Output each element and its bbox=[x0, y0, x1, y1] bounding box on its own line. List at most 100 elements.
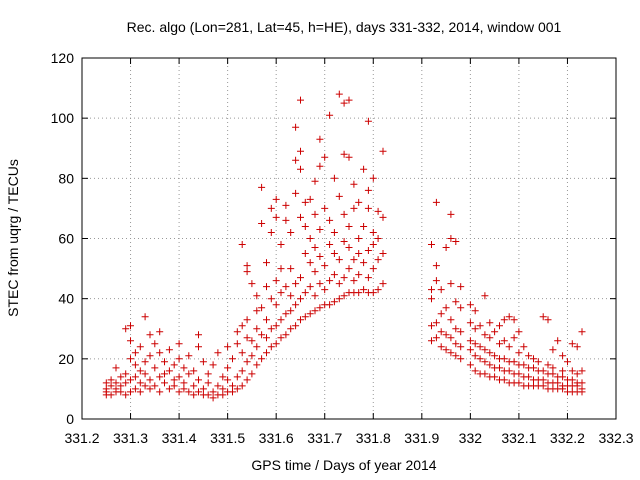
data-point bbox=[277, 241, 285, 248]
data-point bbox=[253, 292, 261, 300]
data-point bbox=[292, 280, 300, 288]
data-point bbox=[151, 340, 159, 348]
data-point bbox=[161, 379, 168, 387]
x-tick-label: 331.3 bbox=[113, 430, 148, 446]
data-point bbox=[520, 343, 528, 351]
y-tick-label: 20 bbox=[58, 351, 74, 367]
data-point bbox=[515, 370, 523, 378]
data-point bbox=[549, 346, 557, 354]
data-point bbox=[369, 174, 377, 182]
grid bbox=[82, 58, 616, 419]
data-point bbox=[127, 322, 134, 330]
data-point bbox=[311, 268, 319, 276]
data-point bbox=[209, 361, 217, 369]
data-point bbox=[253, 325, 261, 333]
data-point bbox=[282, 216, 290, 224]
data-point bbox=[233, 385, 241, 393]
data-point bbox=[102, 379, 110, 387]
data-point bbox=[224, 364, 232, 372]
data-point bbox=[481, 331, 489, 339]
data-point bbox=[578, 328, 586, 336]
data-point bbox=[209, 388, 217, 396]
data-point bbox=[549, 370, 557, 378]
data-point bbox=[175, 340, 183, 348]
data-point bbox=[180, 364, 188, 372]
data-point bbox=[326, 216, 334, 224]
x-axis-label: GPS time / Days of year 2014 bbox=[251, 457, 436, 473]
data-point bbox=[238, 367, 246, 375]
data-point bbox=[292, 156, 300, 164]
data-point bbox=[301, 223, 309, 230]
data-point bbox=[180, 385, 188, 393]
data-point bbox=[238, 382, 246, 390]
data-point bbox=[282, 331, 290, 339]
data-point bbox=[432, 198, 440, 206]
data-point bbox=[170, 361, 178, 369]
data-point bbox=[297, 295, 304, 303]
data-point bbox=[466, 361, 474, 369]
data-point bbox=[253, 343, 261, 351]
data-point bbox=[326, 241, 334, 248]
data-point bbox=[238, 349, 246, 357]
x-tick-label: 332.2 bbox=[550, 430, 585, 446]
y-tick-labels: 0 20 40 60 80 100 120 bbox=[51, 50, 75, 427]
data-point bbox=[364, 247, 372, 254]
data-point bbox=[267, 325, 275, 333]
y-axis-label: STEC from uqrg / TECUs bbox=[5, 159, 21, 317]
data-point bbox=[248, 280, 256, 288]
data-point bbox=[204, 379, 212, 387]
data-point bbox=[481, 292, 489, 300]
data-point bbox=[151, 382, 159, 390]
data-point bbox=[491, 373, 499, 381]
data-point bbox=[345, 265, 353, 273]
data-point bbox=[330, 271, 338, 279]
data-point bbox=[112, 385, 120, 393]
data-point bbox=[379, 147, 387, 155]
data-point bbox=[447, 349, 455, 357]
data-point bbox=[175, 373, 183, 381]
data-point bbox=[491, 352, 499, 360]
data-point bbox=[486, 319, 494, 327]
data-point bbox=[301, 289, 309, 297]
data-point bbox=[476, 343, 484, 351]
data-point bbox=[360, 223, 368, 230]
data-point bbox=[321, 153, 329, 161]
data-point bbox=[350, 180, 358, 188]
data-point bbox=[272, 213, 280, 221]
data-point bbox=[297, 96, 304, 104]
data-point bbox=[199, 358, 207, 366]
data-point bbox=[568, 376, 576, 384]
data-point bbox=[311, 307, 319, 315]
data-point bbox=[156, 388, 164, 396]
data-point bbox=[229, 355, 236, 363]
x-tick-label: 332.3 bbox=[598, 430, 633, 446]
data-point bbox=[457, 343, 465, 351]
data-point bbox=[141, 358, 149, 366]
data-point bbox=[471, 367, 479, 375]
data-point bbox=[233, 373, 241, 381]
data-point bbox=[539, 367, 547, 375]
data-point bbox=[165, 346, 173, 354]
data-point bbox=[277, 289, 285, 297]
data-point bbox=[170, 376, 178, 384]
data-point bbox=[263, 349, 270, 357]
data-point bbox=[297, 316, 304, 324]
x-tick-label: 331.4 bbox=[162, 430, 197, 446]
data-point bbox=[568, 367, 576, 375]
data-point bbox=[559, 373, 567, 381]
data-point bbox=[452, 325, 460, 333]
data-point bbox=[263, 259, 270, 267]
data-point bbox=[204, 370, 212, 378]
data-point bbox=[156, 328, 164, 336]
data-point bbox=[263, 334, 270, 342]
data-point bbox=[243, 316, 251, 324]
data-point bbox=[185, 370, 193, 378]
data-point bbox=[272, 301, 280, 309]
data-point bbox=[161, 370, 168, 378]
data-point bbox=[292, 123, 300, 131]
data-point bbox=[486, 334, 494, 342]
data-point bbox=[360, 165, 368, 173]
data-point bbox=[345, 244, 353, 251]
y-tick-label: 40 bbox=[58, 291, 74, 307]
